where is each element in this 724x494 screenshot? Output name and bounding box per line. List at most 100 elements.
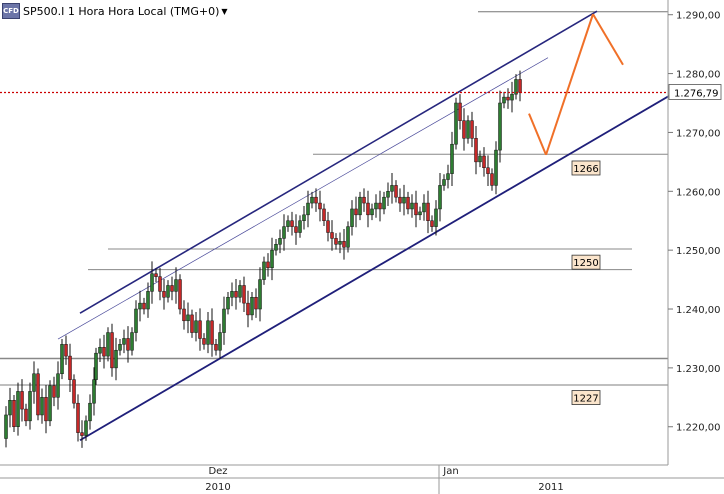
candle bbox=[52, 385, 56, 398]
candle bbox=[490, 173, 494, 186]
candle bbox=[390, 185, 394, 192]
candle bbox=[134, 308, 138, 333]
candle bbox=[158, 276, 162, 292]
candle bbox=[44, 397, 48, 422]
candle bbox=[314, 196, 318, 204]
candle bbox=[406, 196, 410, 210]
candle bbox=[298, 220, 302, 233]
candle bbox=[494, 149, 498, 186]
candle bbox=[518, 79, 522, 93]
candle bbox=[218, 332, 222, 351]
candle bbox=[174, 279, 178, 292]
candle bbox=[32, 373, 36, 392]
candle bbox=[414, 202, 418, 216]
candle bbox=[342, 241, 346, 248]
projection-segment bbox=[528, 113, 547, 156]
candle bbox=[210, 320, 214, 345]
candle bbox=[110, 332, 114, 369]
candle bbox=[102, 347, 106, 357]
channel-upper-line bbox=[79, 10, 598, 314]
candle bbox=[60, 344, 64, 375]
candle bbox=[190, 314, 194, 333]
candle bbox=[118, 344, 122, 351]
candle bbox=[394, 185, 398, 198]
candle bbox=[150, 273, 154, 292]
candle bbox=[306, 202, 310, 216]
candle bbox=[106, 332, 110, 357]
candle bbox=[68, 355, 72, 380]
y-tick-label: 1.290,00 bbox=[676, 11, 721, 22]
time-axis: Dez Jan 2010 2011 bbox=[205, 466, 563, 493]
candle bbox=[398, 196, 402, 204]
candle bbox=[56, 373, 60, 398]
level-label: 1250 bbox=[573, 258, 598, 269]
candle bbox=[202, 338, 206, 345]
candle bbox=[402, 196, 406, 204]
candle bbox=[262, 261, 266, 280]
candle bbox=[126, 338, 130, 351]
level-label-box bbox=[571, 390, 601, 405]
candle bbox=[278, 238, 282, 245]
candle bbox=[474, 138, 478, 163]
level-labels: 1266 1250 1227 bbox=[571, 160, 601, 405]
candle bbox=[358, 196, 362, 216]
x-label-year: 2010 bbox=[205, 482, 230, 493]
candle bbox=[330, 232, 334, 239]
candle bbox=[28, 391, 32, 422]
candle bbox=[114, 349, 118, 369]
y-tick-label: 1.270,00 bbox=[676, 128, 721, 139]
candle bbox=[354, 208, 358, 216]
candle bbox=[88, 402, 92, 422]
candle bbox=[290, 220, 294, 227]
candle bbox=[178, 279, 182, 310]
y-tick-label: 1.220,00 bbox=[676, 423, 721, 434]
y-tick-label: 1.230,00 bbox=[676, 364, 721, 375]
y-tick-label: 1.260,00 bbox=[676, 187, 721, 198]
candle bbox=[438, 185, 442, 210]
candle bbox=[350, 208, 354, 227]
candle bbox=[48, 385, 52, 422]
level-label: 1266 bbox=[573, 164, 598, 175]
candle bbox=[418, 211, 422, 216]
candle bbox=[234, 291, 238, 298]
candle bbox=[242, 285, 246, 304]
y-tick-label: 1.280,00 bbox=[676, 70, 721, 81]
candle bbox=[466, 120, 470, 139]
candle bbox=[366, 202, 370, 216]
candle bbox=[182, 308, 186, 322]
x-label-year: 2011 bbox=[538, 482, 563, 493]
candle bbox=[322, 208, 326, 221]
chart-title: SP500.I 1 Hora Hora Local (TMG+0) bbox=[23, 4, 220, 18]
candle bbox=[422, 202, 426, 213]
candle bbox=[450, 143, 454, 174]
candle bbox=[502, 96, 506, 104]
candle bbox=[378, 202, 382, 210]
candle bbox=[36, 373, 40, 416]
chevron-down-icon[interactable]: ▼ bbox=[221, 6, 228, 16]
candle bbox=[122, 338, 126, 345]
projection-path bbox=[528, 13, 624, 156]
y-tick-label: 1.250,00 bbox=[676, 246, 721, 257]
candle bbox=[410, 202, 414, 210]
candle bbox=[194, 320, 198, 333]
candle bbox=[266, 261, 270, 269]
candle bbox=[370, 208, 374, 216]
candle bbox=[226, 296, 230, 310]
current-price-text: 1.276,79 bbox=[674, 88, 719, 99]
candle bbox=[270, 249, 274, 269]
candle bbox=[186, 314, 190, 322]
candle bbox=[214, 344, 218, 351]
candle bbox=[274, 244, 278, 251]
candle bbox=[482, 155, 486, 169]
candle bbox=[72, 379, 76, 404]
current-price-box bbox=[668, 84, 722, 100]
candle bbox=[84, 420, 88, 436]
channel-lower-line bbox=[79, 93, 673, 442]
candle bbox=[462, 120, 466, 139]
candle bbox=[434, 208, 438, 227]
candle bbox=[442, 179, 446, 186]
candle bbox=[510, 93, 514, 101]
candle bbox=[198, 320, 202, 339]
candle bbox=[64, 344, 68, 357]
